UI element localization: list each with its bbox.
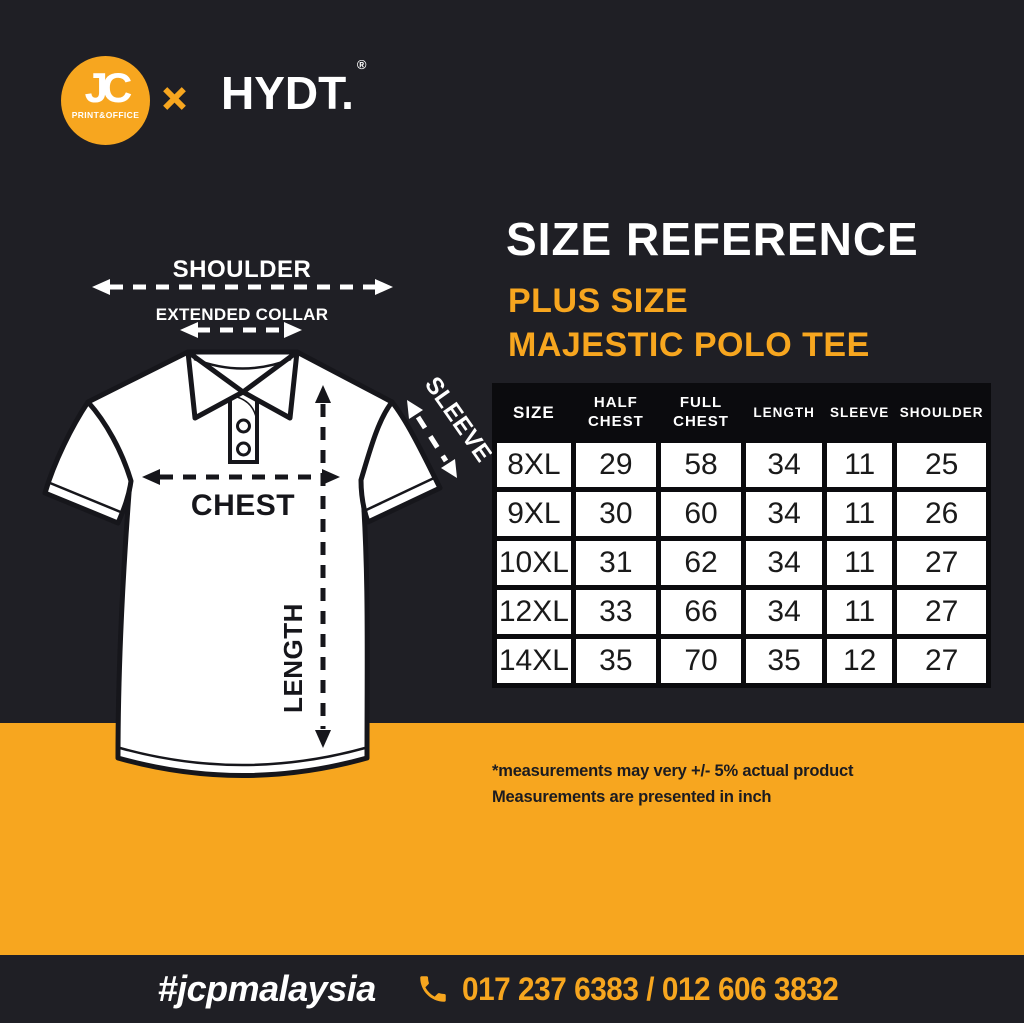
footer-bar: #jcpmalaysia 017 237 6383 / 012 606 3832: [0, 955, 1024, 1023]
col-header-length: LENGTH: [741, 383, 828, 443]
table-cell: 11: [822, 487, 898, 541]
table-cell: 35: [741, 634, 828, 688]
collar-left-edge: [185, 349, 246, 395]
table-cell: 26: [892, 487, 991, 541]
table-cell: 25: [892, 438, 991, 492]
phone-contact: 017 237 6383 / 012 606 3832: [416, 971, 867, 1008]
hydt-logo-text: HYDT.: [221, 67, 354, 119]
arrowhead-up: [407, 400, 423, 419]
hem-stitch-line: [119, 746, 366, 767]
shoulder-label: SHOULDER: [173, 256, 312, 283]
registered-mark: ®: [356, 56, 367, 72]
col-header-full-chest: FULL CHEST: [655, 383, 747, 443]
jc-logo-subtext: PRINT&OFFICE: [71, 110, 140, 120]
table-row: 9XL 30 60 34 11 26: [492, 487, 991, 541]
arrowhead-right: [284, 322, 302, 338]
sleeve-arrow: [415, 415, 449, 463]
hashtag-text: #jcpmalaysia: [157, 968, 377, 1009]
table-cell: 34: [741, 487, 828, 541]
table-cell: 9XL: [492, 487, 576, 541]
table-cell: 14XL: [492, 634, 576, 688]
phone-numbers: 017 237 6383 / 012 606 3832: [461, 970, 839, 1007]
table-row: 8XL 29 58 34 11 25: [492, 438, 991, 492]
table-cell: 34: [741, 585, 828, 639]
subtitle-plus-size: PLUS SIZE: [508, 282, 689, 320]
sleeve-label: SLEEVE: [419, 372, 497, 468]
arrowhead-left: [142, 469, 160, 485]
table-cell: 30: [570, 487, 661, 541]
col-header-shoulder: SHOULDER: [892, 383, 991, 443]
hydt-logo: HYDT.®: [221, 57, 367, 120]
right-cuff-line: [361, 476, 435, 514]
table-cell: 66: [655, 585, 747, 639]
table-cell: 29: [570, 438, 661, 492]
col-header-half-chest: HALF CHEST: [570, 383, 661, 443]
table-cell: 35: [570, 634, 661, 688]
table-cell: 27: [892, 536, 991, 590]
jc-print-office-logo: JC PRINT&OFFICE: [61, 56, 150, 145]
right-sleeve: [358, 399, 443, 525]
table-cell: 11: [822, 438, 898, 492]
table-cell: 34: [741, 438, 828, 492]
table-cell: 27: [892, 585, 991, 639]
table-cell: 58: [655, 438, 747, 492]
size-table: SIZE HALF CHEST FULL CHEST LENGTH SLEEVE…: [492, 383, 991, 688]
jc-logo-text: JC: [84, 64, 133, 111]
arrowhead-down: [441, 459, 457, 478]
note-line-2: Measurements are presented in inch: [492, 788, 772, 806]
note-line-1: *measurements may very +/- 5% actual pro…: [492, 762, 854, 780]
table-cell: 12: [822, 634, 898, 688]
arrowhead-left: [180, 322, 198, 338]
table-cell: 12XL: [492, 585, 576, 639]
polo-measurement-diagram: SHOULDER EXTENDED COLLAR CHEST: [42, 256, 497, 778]
length-label: LENGTH: [278, 603, 308, 713]
table-cell: 11: [822, 585, 898, 639]
col-header-size: SIZE: [492, 383, 576, 443]
table-cell: 62: [655, 536, 747, 590]
col-header-sleeve: SLEEVE: [822, 383, 898, 443]
chest-label: CHEST: [191, 489, 295, 522]
subtitle-product-name: MAJESTIC POLO TEE: [508, 326, 870, 364]
table-row: 12XL 33 66 34 11 27: [492, 585, 991, 639]
back-collar-line: [193, 357, 292, 370]
arrowhead-right: [322, 469, 340, 485]
collab-x-icon: [163, 87, 186, 110]
arrowhead-right: [375, 279, 393, 295]
collar: [185, 349, 300, 421]
table-cell: 60: [655, 487, 747, 541]
table-cell: 70: [655, 634, 747, 688]
left-cuff-line: [49, 481, 124, 515]
extended-collar-label: EXTENDED COLLAR: [156, 305, 329, 324]
table-header-row: SIZE HALF CHEST FULL CHEST LENGTH SLEEVE…: [492, 383, 991, 443]
table-cell: 27: [892, 634, 991, 688]
left-sleeve: [42, 399, 134, 526]
table-cell: 10XL: [492, 536, 576, 590]
arrowhead-down: [315, 730, 331, 748]
phone-receiver-icon: [419, 976, 446, 1002]
table-cell: 34: [741, 536, 828, 590]
table-cell: 33: [570, 585, 661, 639]
table-row: 10XL 31 62 34 11 27: [492, 536, 991, 590]
measurement-notes: *measurements may very +/- 5% actual pro…: [492, 758, 853, 810]
table-cell: 8XL: [492, 438, 576, 492]
table-cell: 11: [822, 536, 898, 590]
arrowhead-left: [92, 279, 110, 295]
button-bottom: [236, 441, 251, 457]
table-cell: 31: [570, 536, 661, 590]
arrowhead-up: [315, 385, 331, 403]
button-top: [236, 418, 251, 434]
page-title: SIZE REFERENCE: [506, 213, 919, 265]
table-row: 14XL 35 70 35 12 27: [492, 634, 991, 688]
collar-right-edge: [240, 349, 300, 395]
